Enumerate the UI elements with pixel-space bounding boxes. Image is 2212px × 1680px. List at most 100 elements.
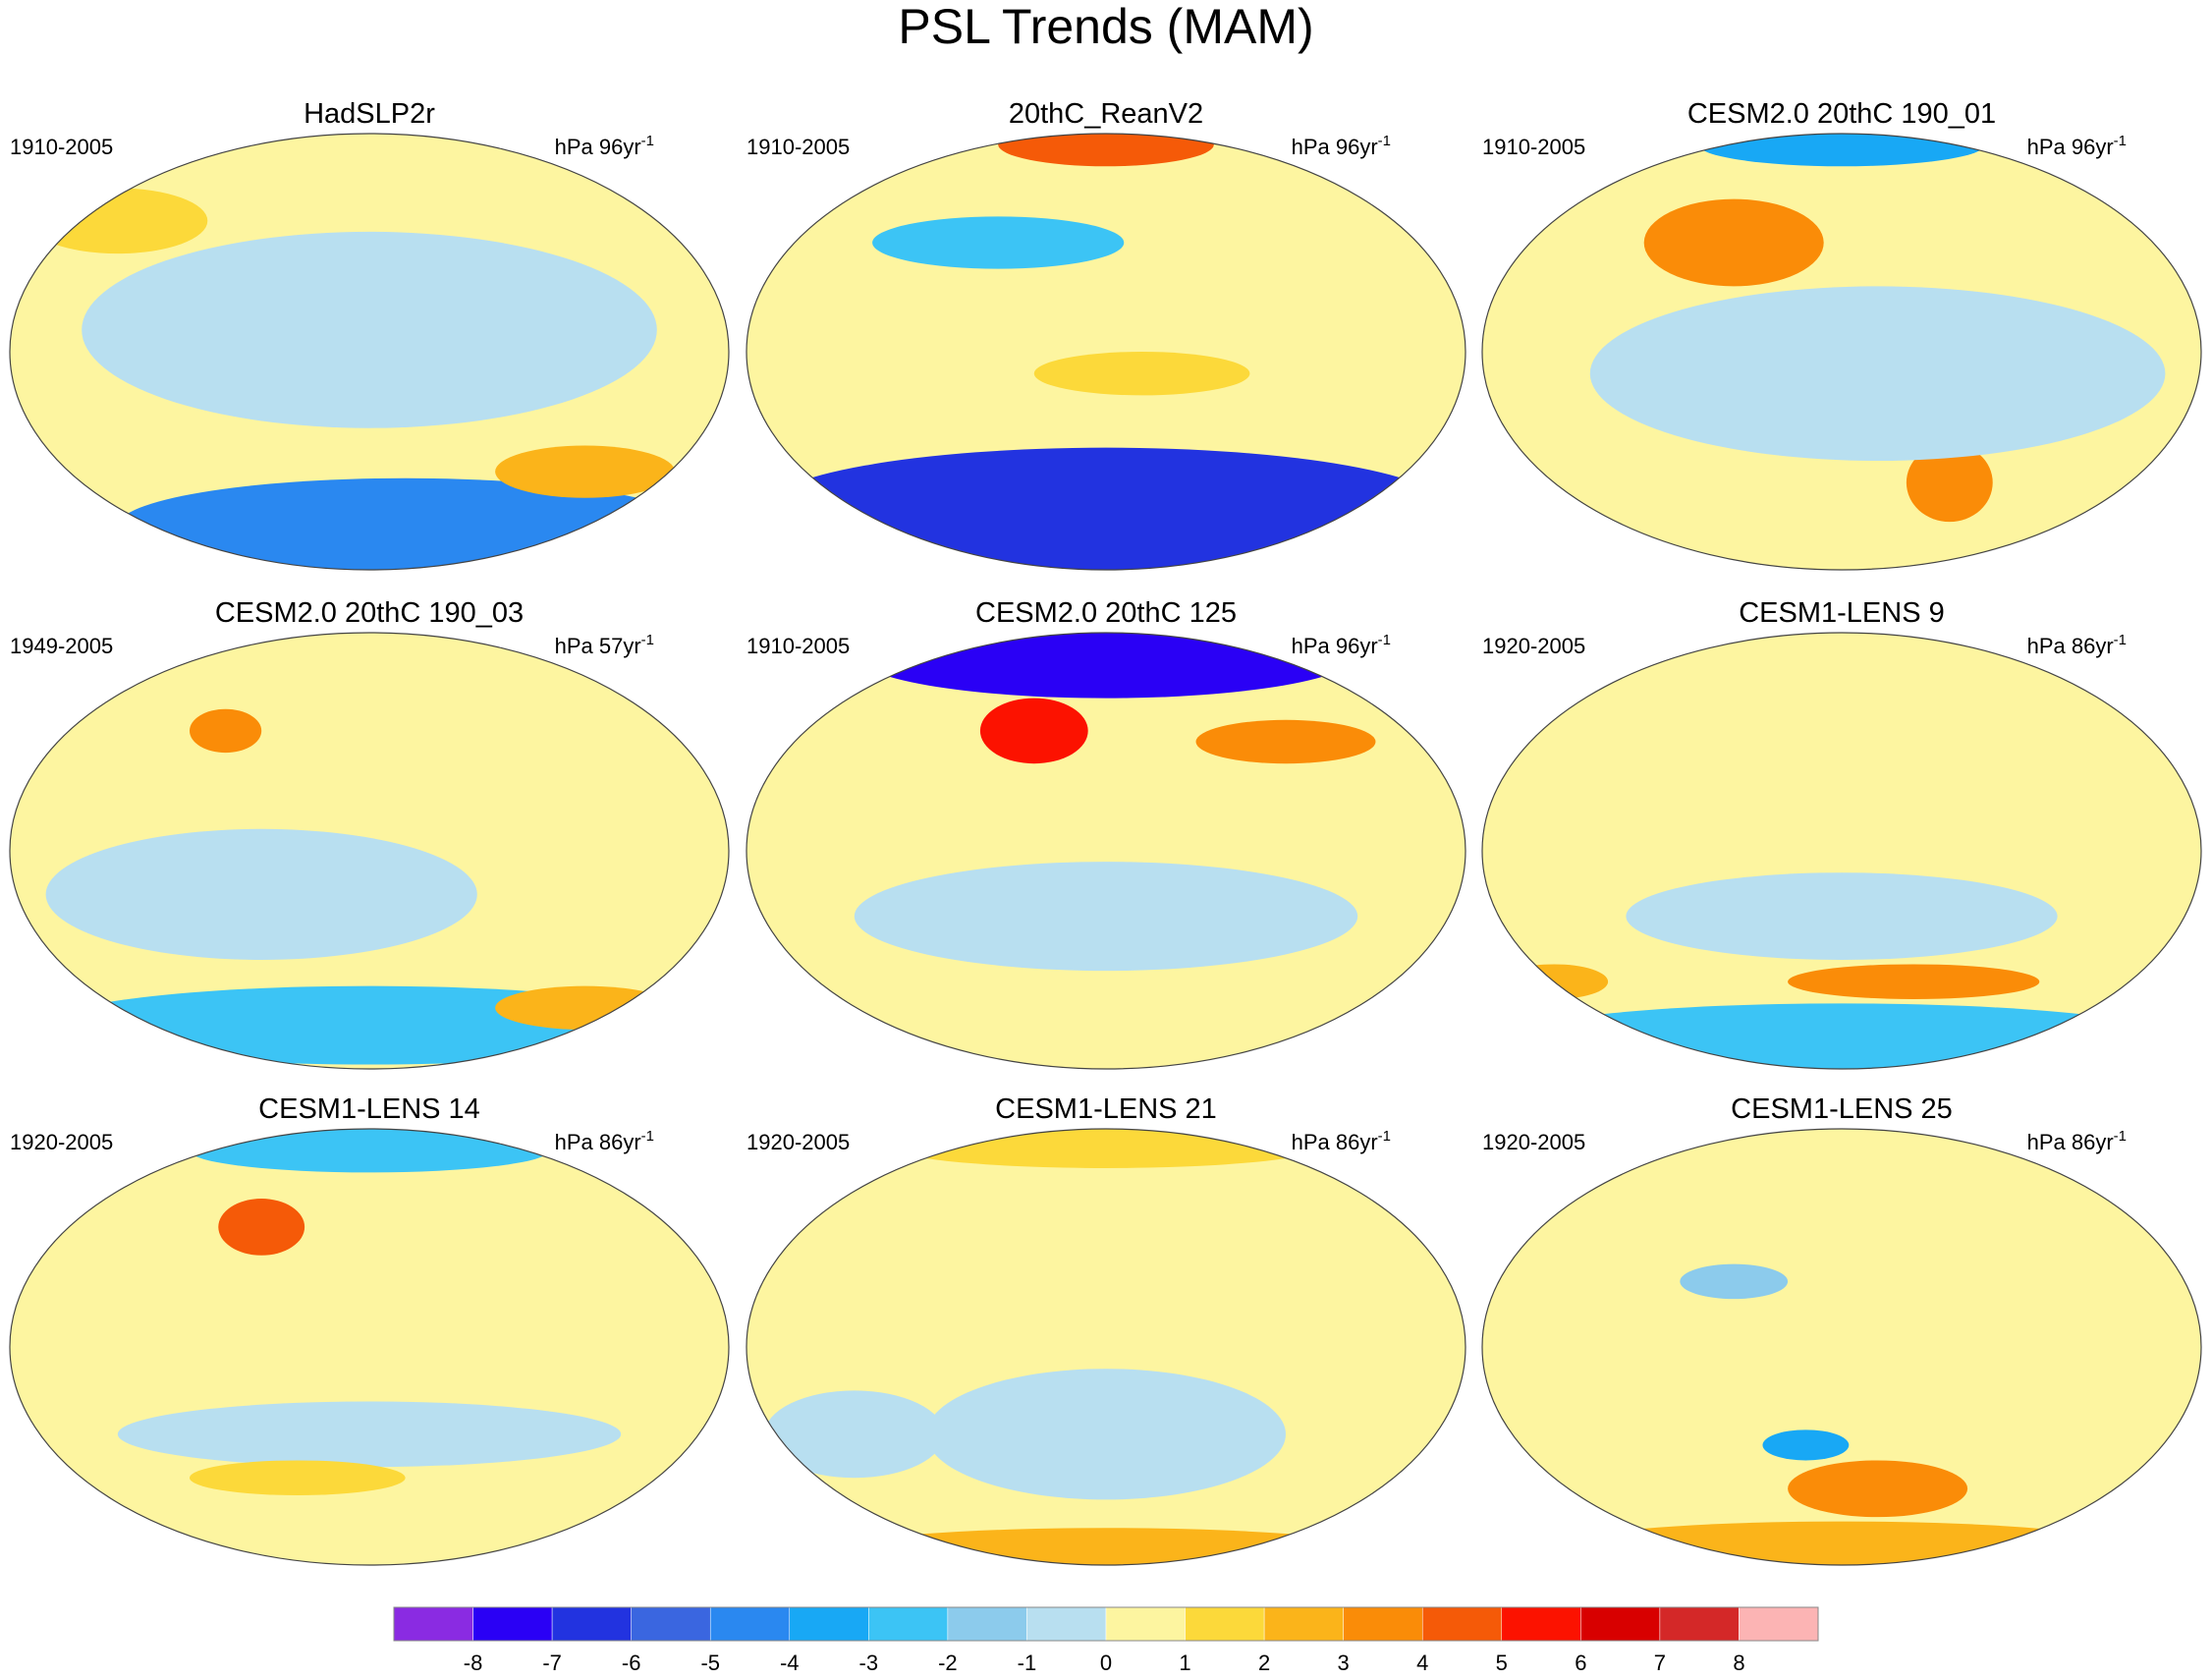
colorbar-label: 2 (1258, 1651, 1270, 1675)
panel-units: hPa 86yr-1 (2027, 1128, 2127, 1154)
map-patch (117, 1401, 622, 1468)
map-patch (818, 1528, 1394, 1565)
panel-units: hPa 96yr-1 (1292, 133, 1391, 159)
panel-title: CESM1-LENS 9 (1739, 597, 1945, 629)
panel-period: 1920-2005 (10, 1130, 113, 1154)
colorbar-label: -8 (464, 1651, 483, 1675)
panel-title: CESM2.0 20thC 190_01 (1687, 98, 1996, 130)
map-patch (82, 231, 657, 428)
map-background (10, 1129, 729, 1565)
colorbar-box (868, 1606, 949, 1642)
panel-units: hPa 57yr-1 (555, 632, 654, 658)
panel-title: CESM2.0 20thC 190_03 (215, 597, 524, 629)
map-patch (764, 447, 1448, 570)
map-patches (45, 708, 693, 1065)
panel-units: hPa 86yr-1 (2027, 632, 2127, 658)
units-exp: -1 (1378, 1128, 1391, 1145)
map-patches (1589, 134, 2166, 523)
colorbar-box (1421, 1606, 1503, 1642)
units-base: hPa 96yr (2027, 135, 2114, 159)
map-background (1482, 1129, 2201, 1565)
panel-period: 1920-2005 (1482, 634, 1585, 658)
panel-title: CESM1-LENS 14 (258, 1093, 480, 1125)
map-patch (190, 1129, 549, 1173)
colorbar-label: 4 (1416, 1651, 1428, 1675)
figure-title: PSL Trends (MAM) (898, 0, 1313, 54)
panel-period: 1910-2005 (747, 135, 850, 159)
map-patch (979, 698, 1088, 764)
panel-units: hPa 96yr-1 (555, 133, 654, 159)
map-patches (117, 1129, 622, 1495)
map-patch (1033, 352, 1250, 396)
units-exp: -1 (1378, 133, 1391, 149)
colorbar-label: 3 (1338, 1651, 1350, 1675)
colorbar-box (1105, 1606, 1186, 1642)
map-patch (495, 445, 676, 498)
panel-title: CESM2.0 20thC 125 (975, 597, 1237, 629)
colorbar-box (472, 1606, 553, 1642)
panel-title: 20thC_ReanV2 (1009, 98, 1203, 130)
map-outline (1481, 133, 2202, 571)
map-panel: CESM1-LENS 14 1920-2005 hPa 86yr-1 (9, 1093, 730, 1566)
units-base: hPa 96yr (555, 135, 641, 159)
map-panel: CESM1-LENS 21 1920-2005 hPa 86yr-1 (746, 1093, 1466, 1566)
map-patch (854, 862, 1358, 972)
map-outline (746, 133, 1466, 571)
colorbar-box (709, 1606, 791, 1642)
map-patch (1788, 1460, 1968, 1518)
panel-units: hPa 96yr-1 (1292, 632, 1391, 658)
units-base: hPa 86yr (1292, 1130, 1378, 1154)
colorbar-label: -3 (859, 1651, 879, 1675)
map-patch (1626, 872, 2058, 960)
colorbar-label: 0 (1100, 1651, 1112, 1675)
map-outline (1481, 1128, 2202, 1566)
map-patch (1906, 443, 1993, 523)
map-patch (1195, 719, 1376, 764)
map-background (1482, 633, 2201, 1069)
units-exp: -1 (2114, 632, 2127, 648)
map-patches (764, 1129, 1394, 1565)
map-patch (926, 1369, 1286, 1500)
units-base: hPa 96yr (1292, 135, 1378, 159)
colorbar-box (789, 1606, 869, 1642)
map-patch (1762, 1429, 1850, 1461)
units-base: hPa 96yr (1292, 634, 1378, 658)
panel-period: 1910-2005 (1482, 135, 1585, 159)
units-base: hPa 86yr (2027, 1130, 2114, 1154)
map-patch (190, 708, 262, 754)
map-patch (764, 1390, 945, 1479)
map-patch (189, 1460, 406, 1495)
colorbar-label: 1 (1179, 1651, 1190, 1675)
colorbar-box (551, 1606, 632, 1642)
colorbar-box (1580, 1606, 1661, 1642)
map-outline (746, 1128, 1466, 1566)
map-panel: CESM1-LENS 25 1920-2005 hPa 86yr-1 (1481, 1093, 2202, 1566)
map-patch (1589, 286, 2166, 462)
panel-title: HadSLP2r (304, 98, 435, 130)
map-panel: CESM2.0 20thC 190_03 1949-2005 hPa 57yr-1 (9, 597, 730, 1070)
colorbar-box (1343, 1606, 1423, 1642)
map-panel: CESM1-LENS 9 1920-2005 hPa 86yr-1 (1481, 597, 2202, 1070)
map-patch (1680, 1263, 1789, 1300)
map-patches (854, 633, 1376, 972)
panel-units: hPa 86yr-1 (1292, 1128, 1391, 1154)
map-patch (1518, 1003, 2166, 1069)
panel-title: CESM1-LENS 25 (1731, 1093, 1953, 1125)
colorbar: -8 -7 -6 -5 -4 -3 -2 -1 0 1 2 3 4 5 6 7 8 (393, 1606, 1819, 1675)
colorbar-label: -2 (938, 1651, 958, 1675)
colorbar-box (1739, 1606, 1819, 1642)
map-patch (1788, 964, 2040, 999)
colorbar-label: -7 (542, 1651, 562, 1675)
colorbar-box (1185, 1606, 1265, 1642)
map-outline (9, 1128, 730, 1566)
map-patch (854, 633, 1358, 699)
panel-period: 1920-2005 (1482, 1130, 1585, 1154)
units-base: hPa 57yr (555, 634, 641, 658)
map-patch (872, 216, 1125, 269)
units-exp: -1 (1378, 632, 1391, 648)
map-panel: 20thC_ReanV2 1910-2005 hPa 96yr-1 (746, 98, 1466, 571)
map-patch (1554, 1521, 2129, 1565)
units-exp: -1 (641, 133, 654, 149)
